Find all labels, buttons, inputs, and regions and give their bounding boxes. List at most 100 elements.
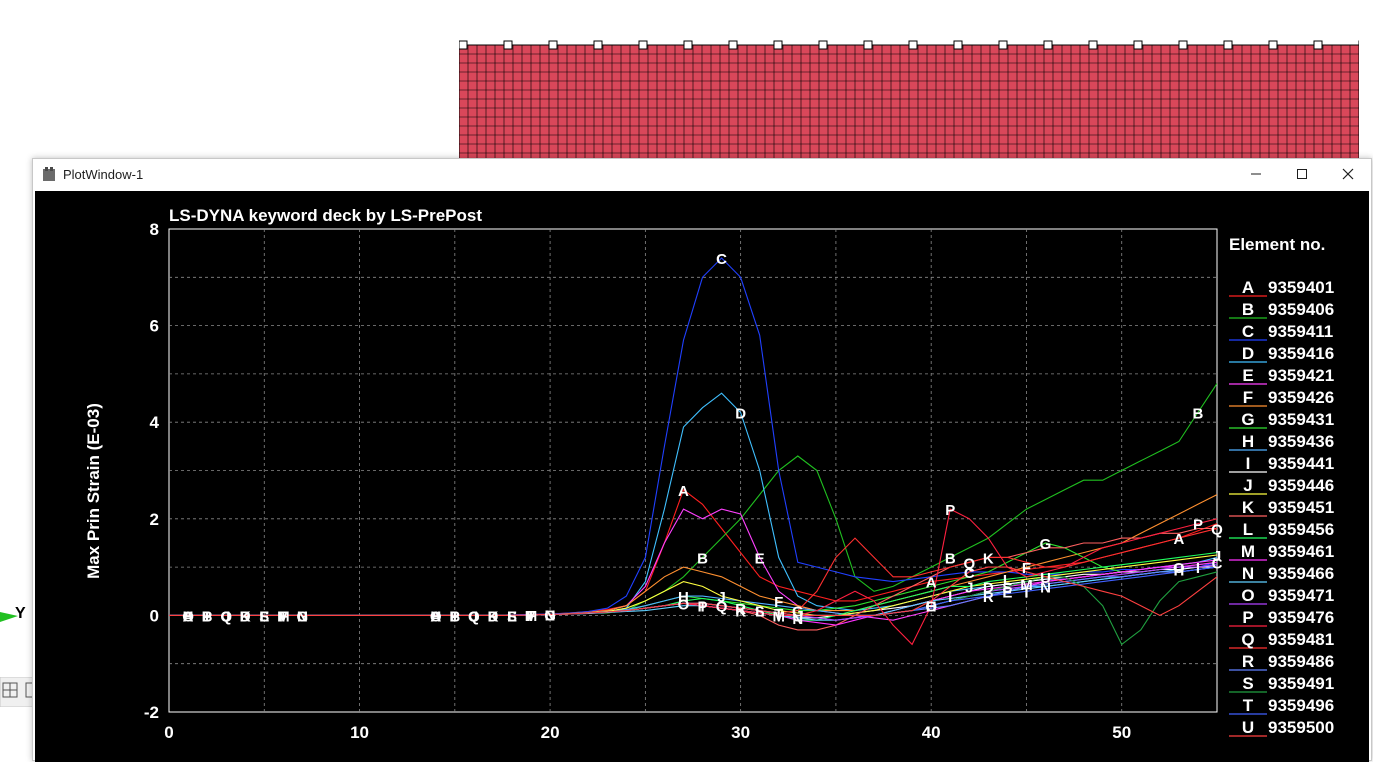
series-marker: G xyxy=(792,604,804,621)
series-marker: K xyxy=(240,608,251,625)
mesh-node xyxy=(728,40,738,50)
mesh-node xyxy=(953,40,963,50)
legend-label: 9359436 xyxy=(1268,432,1334,451)
plot-area: LS-DYNA keyword deck by LS-PrePost Max P… xyxy=(35,191,1369,762)
series-marker: C xyxy=(964,565,975,582)
toolbar-bg xyxy=(0,677,36,707)
legend-title: Element no. xyxy=(1229,235,1325,254)
series-marker: J xyxy=(965,579,973,596)
legend-letter: U xyxy=(1242,718,1254,737)
x-tick-label: 30 xyxy=(731,723,750,742)
series-marker: H xyxy=(1173,563,1184,580)
y-tick-label: 2 xyxy=(150,510,159,529)
x-tick-label: 40 xyxy=(922,723,941,742)
series-line-u xyxy=(169,566,1217,617)
series-marker: N xyxy=(297,608,308,625)
legend-label: 9359441 xyxy=(1268,454,1334,473)
series-marker: M xyxy=(277,608,290,625)
series-marker: T xyxy=(1022,584,1031,601)
series-marker: D xyxy=(735,406,746,423)
series-marker: C xyxy=(221,608,232,625)
series-marker: M xyxy=(772,608,785,625)
legend-letter: L xyxy=(1243,520,1253,539)
legend-letter: H xyxy=(1242,432,1254,451)
series-marker: H xyxy=(183,608,194,625)
app-icon xyxy=(43,167,55,181)
series-marker: B xyxy=(697,550,708,567)
series-marker: E xyxy=(259,608,269,625)
mesh-node xyxy=(818,40,828,50)
legend-letter: O xyxy=(1241,586,1254,605)
series-marker: C xyxy=(1212,555,1223,572)
cube-view-icon[interactable] xyxy=(2,682,18,698)
series-marker: A xyxy=(1173,531,1184,548)
series-marker: E xyxy=(755,550,765,567)
y-tick-label: 0 xyxy=(150,606,159,625)
series-marker: O xyxy=(1173,560,1185,577)
maximize-icon xyxy=(1297,169,1307,179)
series-marker: D xyxy=(240,608,251,625)
series-marker: K xyxy=(983,550,994,567)
legend-label: 9359451 xyxy=(1268,498,1334,517)
mesh-node xyxy=(1313,40,1323,50)
legend-letter: A xyxy=(1242,278,1254,297)
series-marker: F xyxy=(279,608,288,625)
mesh-node xyxy=(548,40,558,50)
close-icon xyxy=(1342,168,1354,180)
x-tick-label: 50 xyxy=(1112,723,1131,742)
legend-letter: N xyxy=(1242,564,1254,583)
mesh-node xyxy=(773,40,783,50)
legend-label: 9359401 xyxy=(1268,278,1334,297)
legend-letter: Q xyxy=(1241,630,1254,649)
close-button[interactable] xyxy=(1325,159,1371,189)
series-marker: C xyxy=(468,608,479,625)
series-marker: Q xyxy=(963,555,975,572)
legend-letter: R xyxy=(1242,652,1254,671)
series-marker: N xyxy=(1040,579,1051,596)
series-marker: M xyxy=(525,608,538,625)
series-marker: J xyxy=(717,589,725,606)
y-tick-label: 8 xyxy=(150,220,159,239)
series-marker: L xyxy=(260,608,269,625)
series-marker: M xyxy=(1020,577,1033,594)
maximize-button[interactable] xyxy=(1279,159,1325,189)
mesh-node xyxy=(1043,40,1053,50)
legend-letter: F xyxy=(1243,388,1253,407)
mesh-node xyxy=(1088,40,1098,50)
legend-label: 9359416 xyxy=(1268,344,1334,363)
mesh-node xyxy=(1178,40,1188,50)
series-marker: P xyxy=(698,599,708,616)
legend-label: 9359471 xyxy=(1268,586,1334,605)
series-marker: A xyxy=(430,608,441,625)
legend-label: 9359476 xyxy=(1268,608,1334,627)
chart-title: LS-DYNA keyword deck by LS-PrePost xyxy=(169,206,482,225)
x-tick-labels: 0 10 20 30 40 50 xyxy=(164,723,1131,742)
strain-chart: LS-DYNA keyword deck by LS-PrePost Max P… xyxy=(84,206,1334,742)
legend-label: 9359406 xyxy=(1268,300,1334,319)
legend-letter: M xyxy=(1241,542,1255,561)
legend-letter: E xyxy=(1242,366,1253,385)
legend-label: 9359431 xyxy=(1268,410,1334,429)
legend-label: 9359496 xyxy=(1268,696,1334,715)
series-marker: G xyxy=(544,607,556,624)
legend-letter: C xyxy=(1242,322,1254,341)
series-marker: P xyxy=(450,608,460,625)
series-marker: F xyxy=(1022,560,1031,577)
series-marker: I xyxy=(453,608,457,625)
legend-label: 9359456 xyxy=(1268,520,1334,539)
series-marker: G xyxy=(1040,536,1052,553)
legend-label: 9359411 xyxy=(1268,322,1333,341)
legend-label: 9359500 xyxy=(1268,718,1334,737)
minimize-button[interactable] xyxy=(1233,159,1279,189)
series-marker: O xyxy=(430,608,442,625)
series-marker: Q xyxy=(716,599,728,616)
legend-label: 9359486 xyxy=(1268,652,1334,671)
mesh-node xyxy=(1268,40,1278,50)
series-marker: T xyxy=(774,606,783,623)
mesh-node xyxy=(908,40,918,50)
series-marker: B xyxy=(1193,406,1204,423)
series-line-c xyxy=(169,257,1217,616)
mesh-node xyxy=(683,40,693,50)
legend: A 9359401 B 9359406 C 9359411 D 9359416 E 9359421… xyxy=(1229,278,1334,737)
mesh-gridlines xyxy=(459,44,1359,160)
